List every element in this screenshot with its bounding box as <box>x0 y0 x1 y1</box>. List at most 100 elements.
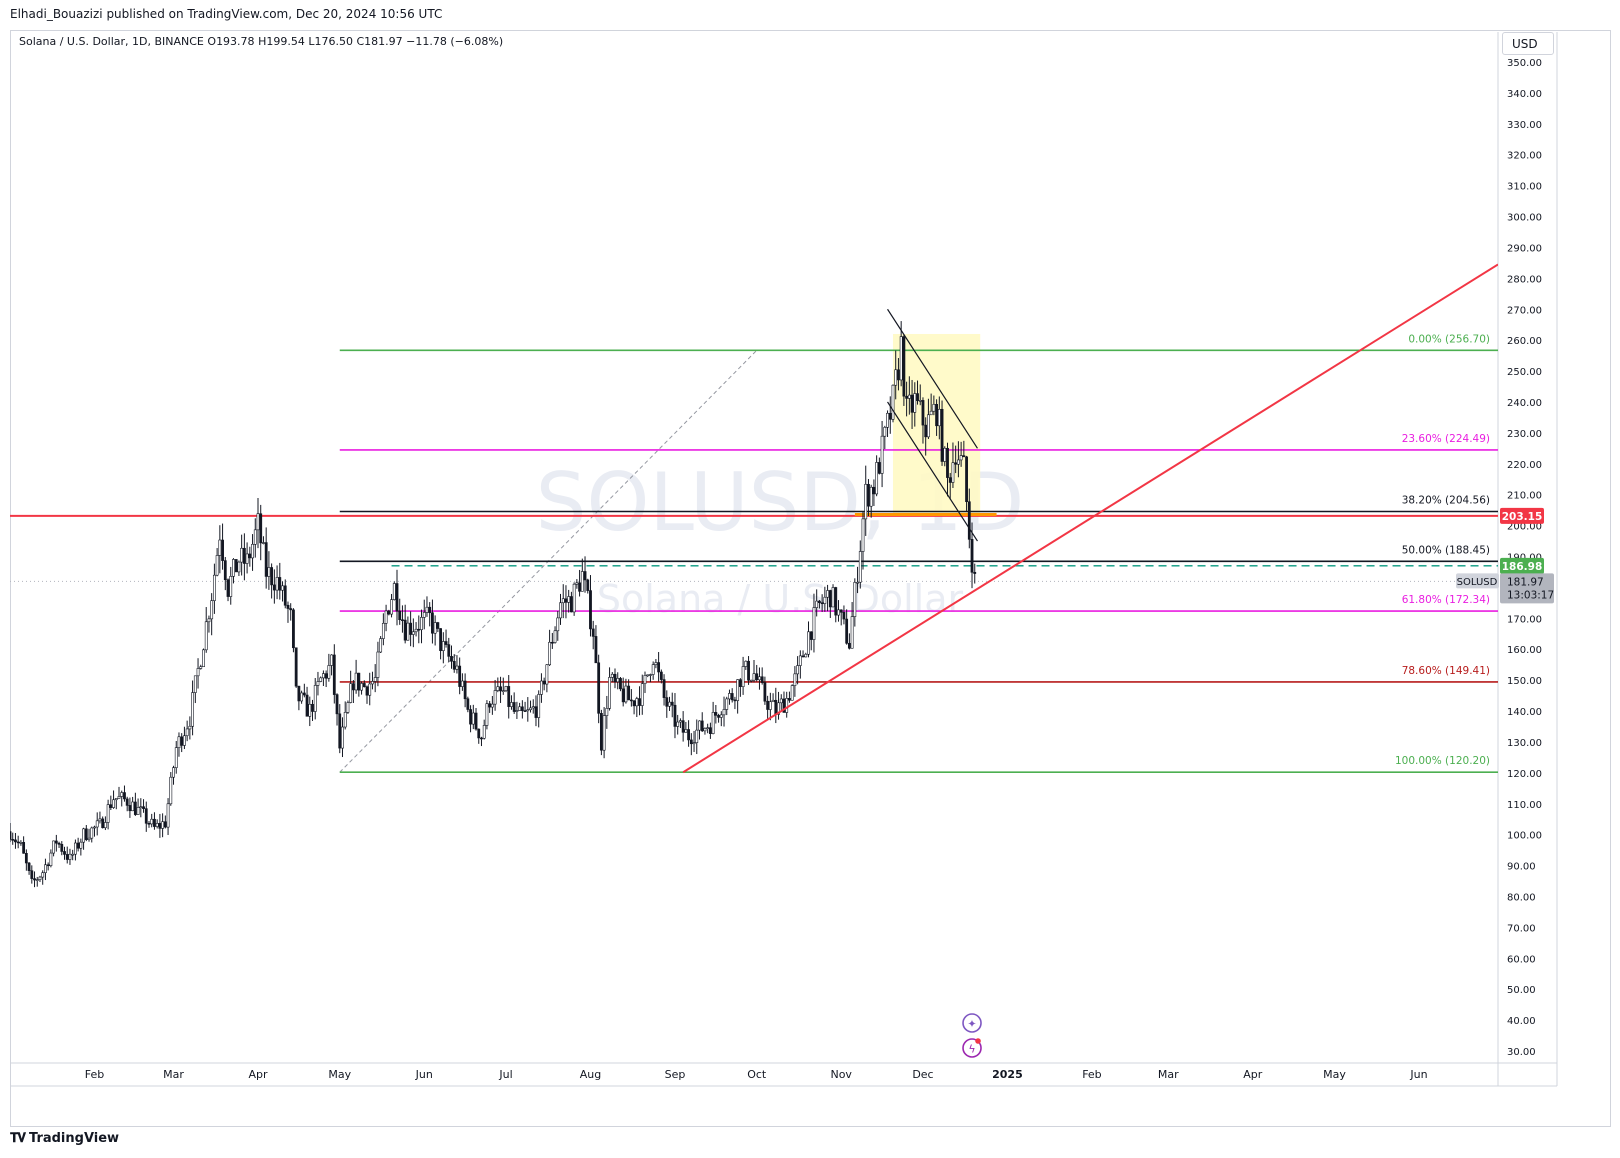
candle-body <box>163 821 167 828</box>
y-tick-label: 150.00 <box>1507 676 1542 687</box>
y-tick-label: 240.00 <box>1507 398 1542 409</box>
open-label: O <box>207 35 217 48</box>
candle-body <box>191 692 194 727</box>
candle-body <box>812 607 816 640</box>
currency-selector[interactable]: USD <box>1502 32 1554 55</box>
candle-body <box>924 424 928 438</box>
y-tick-label: 170.00 <box>1507 614 1542 625</box>
candle-body <box>93 826 96 829</box>
candle-body <box>332 654 336 695</box>
last-price-value: 181.97 <box>1507 576 1544 588</box>
candle-body <box>559 602 562 619</box>
candle-body <box>436 622 440 629</box>
y-tick-label: 90.00 <box>1507 862 1536 873</box>
candle-body <box>87 837 91 840</box>
y-tick-label: 280.00 <box>1507 274 1542 285</box>
candle-body <box>362 683 366 688</box>
candle-body <box>485 703 489 726</box>
candle-body <box>665 697 669 707</box>
candle-body <box>605 708 609 716</box>
dashed-level-price-tag: 186.98 <box>1502 561 1543 573</box>
candle-body <box>109 804 113 808</box>
candle-body <box>90 827 94 839</box>
x-tick-label: Jun <box>415 1068 433 1081</box>
candle-body <box>553 630 557 643</box>
candle-body <box>82 828 85 843</box>
candle-body <box>687 729 690 741</box>
candle-body <box>703 728 707 732</box>
candle-body <box>556 617 560 632</box>
candle-body <box>343 711 347 728</box>
x-tick-label: Apr <box>248 1068 268 1081</box>
candle-body <box>57 842 61 845</box>
candle-body <box>714 712 718 716</box>
candle-body <box>210 600 214 620</box>
candle-body <box>281 585 284 591</box>
candle-body <box>455 665 459 670</box>
symbol-legend[interactable]: Solana / U.S. Dollar, 1D, BINANCE O193.7… <box>17 35 506 48</box>
y-tick-label: 130.00 <box>1507 738 1542 749</box>
candle-body <box>406 622 410 641</box>
candle-body <box>946 447 949 478</box>
candle-body <box>420 617 423 630</box>
dashed-level-price-tag-bg <box>1500 557 1544 574</box>
candle-body <box>221 539 224 561</box>
candle-body <box>398 610 402 621</box>
candle-body <box>125 798 129 806</box>
candle-body <box>101 818 105 829</box>
candle-body <box>452 660 456 670</box>
x-tick-label: Nov <box>830 1068 852 1081</box>
candle-body <box>692 742 696 745</box>
candle-body <box>722 709 726 716</box>
candle-body <box>619 678 622 690</box>
candle-body <box>828 590 832 608</box>
candle-body <box>234 559 238 573</box>
fib-level-label: 23.60% (224.49) <box>1402 433 1490 445</box>
y-tick-label: 270.00 <box>1507 305 1542 316</box>
candle-body <box>643 675 647 684</box>
y-tick-label: 100.00 <box>1507 831 1542 842</box>
candle-body <box>597 662 601 714</box>
candle-body <box>199 666 203 669</box>
candle-body <box>659 671 663 680</box>
candle-body <box>128 805 132 812</box>
close-label: C <box>356 35 365 48</box>
candle-body <box>907 394 911 399</box>
candle-body <box>237 561 241 573</box>
candle-body <box>526 709 530 712</box>
candle-body <box>899 336 903 381</box>
candle-body <box>123 792 126 800</box>
candle-body <box>689 739 693 745</box>
candle-body <box>877 462 881 474</box>
candle-body <box>507 686 511 707</box>
candle-body <box>229 576 233 597</box>
candle-body <box>501 690 505 692</box>
candle-body <box>286 604 290 609</box>
candle-body <box>741 666 745 687</box>
candle-body <box>387 610 391 615</box>
tradingview-logo[interactable]: 𝐓𝐕 TradingView <box>10 1131 119 1146</box>
candle-body <box>431 612 434 634</box>
candle-body <box>913 393 917 413</box>
candle-body <box>180 736 184 746</box>
candle-body <box>112 799 115 808</box>
candle-body <box>463 680 467 700</box>
candle-body <box>744 660 748 667</box>
candle-body <box>788 698 791 701</box>
candle-body <box>155 823 159 827</box>
symbol-name[interactable]: Solana / U.S. Dollar, 1D, BINANCE <box>19 35 204 48</box>
candle-body <box>19 842 23 844</box>
sparkle-event-icon[interactable] <box>962 1013 982 1033</box>
candle-body <box>482 725 486 739</box>
candle-body <box>226 579 230 597</box>
x-tick-label: May <box>328 1068 351 1081</box>
high-label: H <box>258 35 267 48</box>
tradingview-logo-icon: 𝐓𝐕 <box>10 1131 26 1146</box>
candle-body <box>71 853 75 856</box>
candle-body <box>869 486 873 507</box>
y-tick-label: 250.00 <box>1507 367 1542 378</box>
lightning-event-icon[interactable] <box>962 1038 982 1058</box>
y-tick-label: 220.00 <box>1507 460 1542 471</box>
candle-body <box>144 808 148 824</box>
